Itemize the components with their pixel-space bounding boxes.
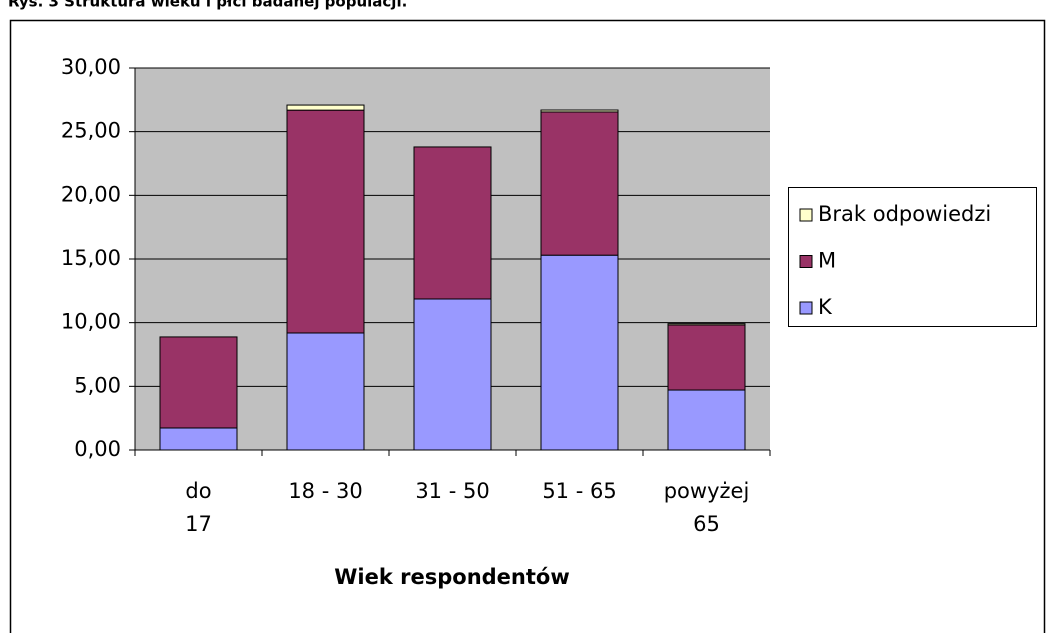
legend <box>788 187 1037 327</box>
legend-swatch <box>799 255 813 268</box>
legend-swatch <box>799 301 813 315</box>
bar-segment <box>413 146 492 300</box>
legend-label: K <box>818 295 833 319</box>
bar-segment <box>286 109 365 334</box>
x-tick-label: 18 - 30 <box>288 479 362 503</box>
y-tick-label: 10,00 <box>61 310 121 334</box>
legend-swatch <box>799 208 813 222</box>
y-tick-label: 25,00 <box>61 119 121 143</box>
y-tick-label: 30,00 <box>61 55 121 79</box>
bar-segment <box>286 104 365 111</box>
x-tick-label: 31 - 50 <box>415 479 489 503</box>
bar-segment <box>540 111 619 256</box>
legend-label: M <box>818 249 836 273</box>
y-tick-label: 0,00 <box>74 437 121 461</box>
bar-segment <box>159 336 238 429</box>
x-tick-label: powyżej 65 <box>664 479 750 536</box>
y-tick-label: 15,00 <box>61 246 121 270</box>
bar-segment <box>159 427 238 451</box>
bar-segment <box>667 324 746 391</box>
bar-segment <box>667 323 746 326</box>
bar-segment <box>286 332 365 451</box>
bar-segment <box>667 389 746 451</box>
x-tick-label: 51 - 65 <box>542 479 616 503</box>
legend-label: Brak odpowiedzi <box>818 202 991 226</box>
x-tick-label: do 17 <box>185 479 212 536</box>
x-axis-label: Wiek respondentów <box>334 565 569 589</box>
y-tick-label: 20,00 <box>61 182 121 206</box>
y-tick-label: 5,00 <box>74 373 121 397</box>
bar-segment <box>413 298 492 451</box>
bar-segment <box>540 109 619 113</box>
bar-segment <box>540 254 619 451</box>
chart-title: Rys. 3 Struktura wieku i płci badanej po… <box>8 0 407 11</box>
